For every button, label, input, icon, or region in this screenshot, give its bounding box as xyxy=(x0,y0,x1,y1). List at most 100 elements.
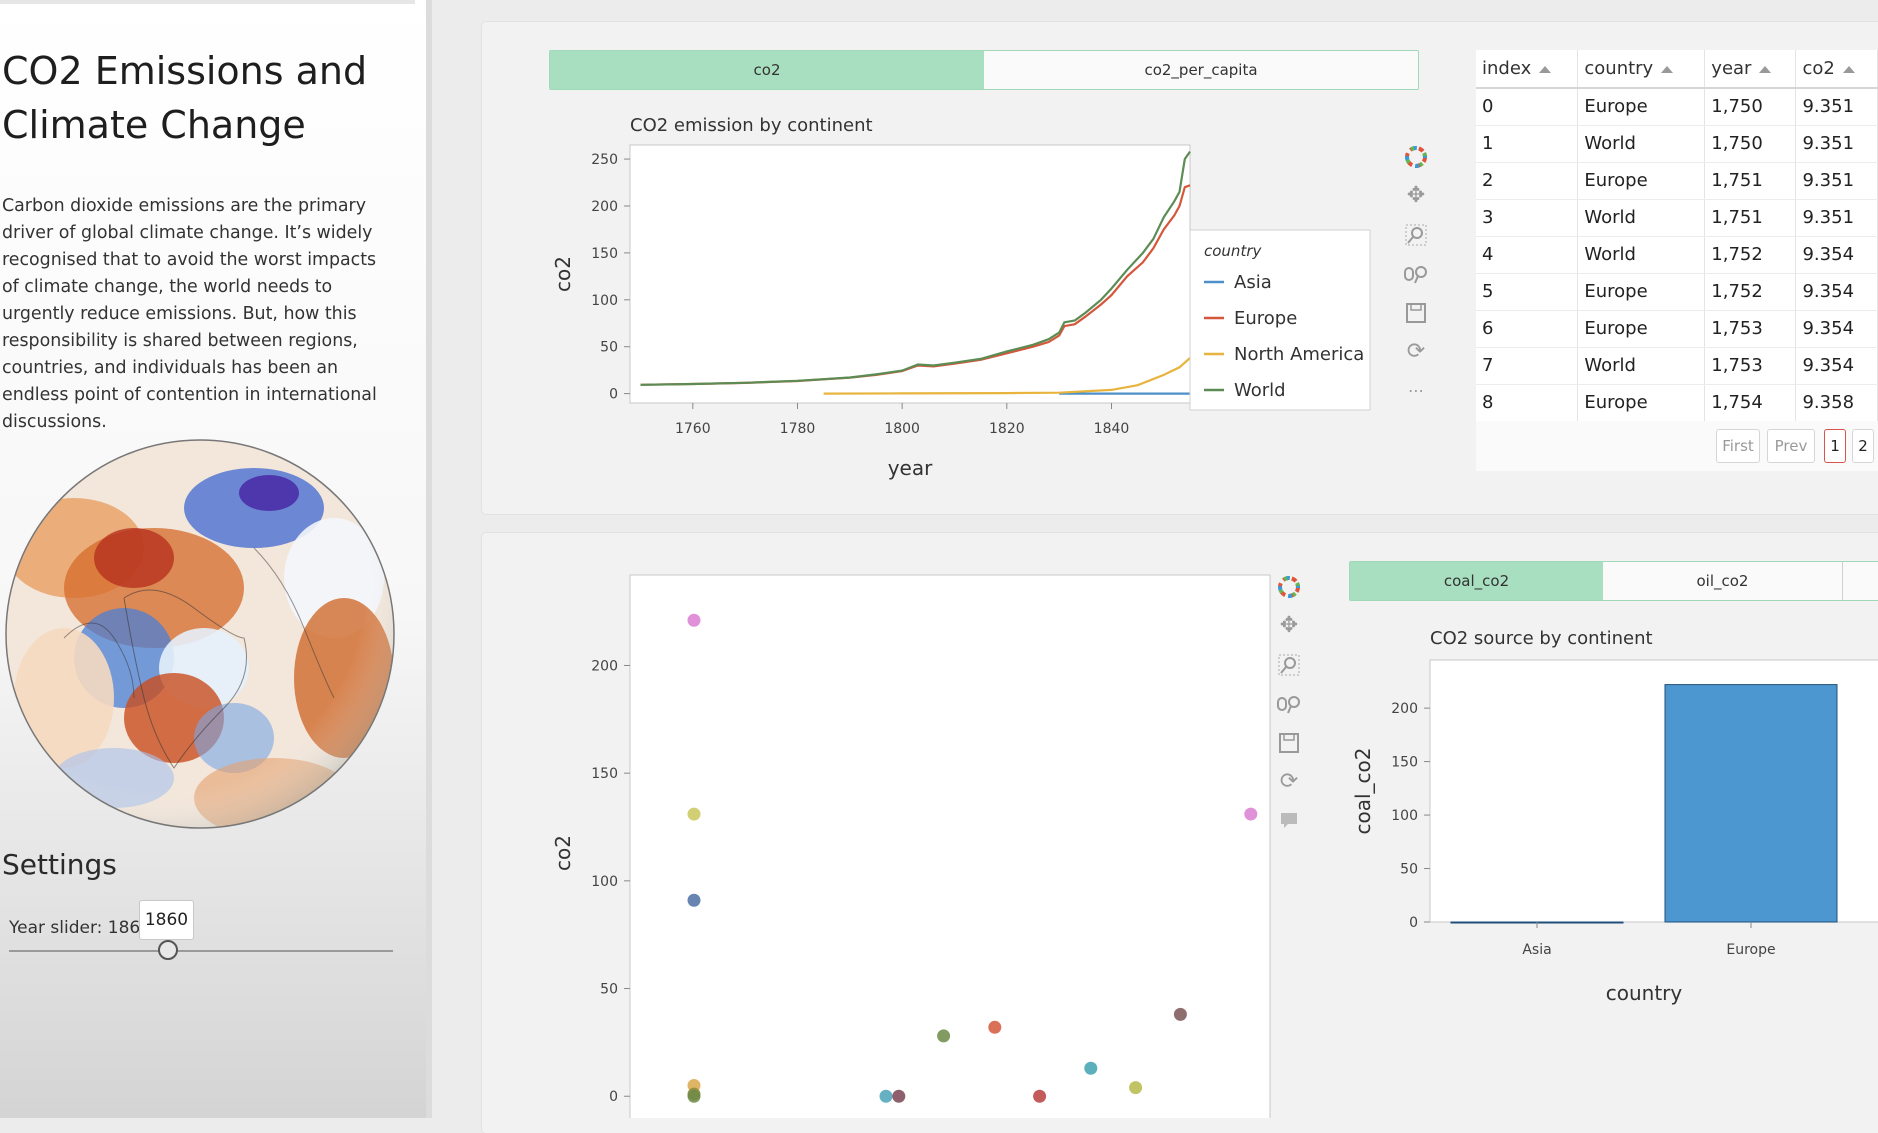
table-cell-country: Europe xyxy=(1577,310,1706,348)
year-slider-label: Year slider: 186 xyxy=(9,918,141,938)
legend-box xyxy=(1189,229,1371,411)
bar-chart[interactable]: 0 50 100 150 200 Asia Europe country coal_co2 xyxy=(1340,650,1878,1005)
table-cell-year: 1,750 xyxy=(1704,88,1797,126)
sort-arrow-icon[interactable] xyxy=(1661,65,1674,73)
tab-coal-co2[interactable]: coal_co2 xyxy=(1350,562,1603,600)
prev-page-button[interactable]: Prev xyxy=(1767,429,1815,463)
sort-arrow-icon[interactable] xyxy=(1539,65,1552,73)
legend-label: Europe xyxy=(1234,308,1297,329)
reset-icon[interactable]: ⟳ xyxy=(1406,339,1426,364)
x-tick-label: 1780 xyxy=(780,421,816,437)
tab-oil-co2[interactable]: oil_co2 xyxy=(1603,562,1843,600)
column-header-year[interactable]: year xyxy=(1704,50,1797,89)
table-cell-country: Europe xyxy=(1577,384,1706,422)
scatter-point xyxy=(687,807,701,821)
table-body: 0 Europe 1,750 9.351 1 World 1,750 9.351 2 Europe… xyxy=(1476,88,1878,422)
app-title: CO2 Emissions and Climate Change xyxy=(2,49,368,147)
x-tick-label: 1820 xyxy=(989,421,1025,437)
legend-label: Asia xyxy=(1234,272,1272,293)
tab-overflow[interactable] xyxy=(1843,562,1878,600)
table-cell-co2: 9.351 xyxy=(1795,88,1878,126)
first-page-button[interactable]: First xyxy=(1716,429,1760,463)
table-cell-year: 1,752 xyxy=(1704,236,1797,274)
table-row[interactable]: 1 World 1,750 9.351 xyxy=(1476,125,1878,163)
table-cell-co2: 9.358 xyxy=(1795,384,1878,422)
table-cell-co2: 9.354 xyxy=(1795,347,1878,385)
top-tabbar: co2 co2_per_capita xyxy=(549,50,1419,90)
y-tick-label: 250 xyxy=(591,152,618,168)
save-icon[interactable] xyxy=(1401,298,1431,328)
bar-chart-title: CO2 source by continent xyxy=(1430,628,1653,649)
bokeh-logo-icon[interactable] xyxy=(1401,142,1431,172)
bokeh-logo-icon[interactable] xyxy=(1274,572,1304,602)
scatter-point xyxy=(1129,1081,1143,1095)
scatter-point xyxy=(937,1029,951,1043)
x-tick-label: 1800 xyxy=(884,421,920,437)
pan-icon[interactable]: ✥ xyxy=(1279,613,1299,638)
year-slider-value-tooltip: 1860 xyxy=(139,900,194,940)
series-line-world xyxy=(640,150,1191,386)
x-tick-label: 1840 xyxy=(1094,421,1130,437)
table-cell-co2: 9.354 xyxy=(1795,236,1878,274)
table-cell-index: 7 xyxy=(1476,347,1579,385)
box-zoom-icon[interactable] xyxy=(1274,650,1304,680)
more-icon[interactable]: ⋯ xyxy=(1408,381,1424,400)
line-chart[interactable]: 0 50 100 150 200 250 1760 1780 1800 1820 1840 year c… xyxy=(540,135,1390,490)
year-slider-handle[interactable] xyxy=(158,940,178,960)
tab-co2[interactable]: co2 xyxy=(550,51,984,89)
column-header-co2[interactable]: co2 xyxy=(1795,50,1878,89)
table-row[interactable]: 8 Europe 1,754 9.358 xyxy=(1476,384,1878,422)
wheel-zoom-icon[interactable] xyxy=(1401,259,1431,289)
table-row[interactable]: 2 Europe 1,751 9.351 xyxy=(1476,162,1878,200)
page-1-button[interactable]: 1 xyxy=(1824,429,1846,463)
y-tick-label: 50 xyxy=(1400,862,1418,878)
scatter-point xyxy=(1033,1089,1047,1103)
y-tick-label: 150 xyxy=(591,766,618,782)
y-tick-label: 0 xyxy=(1409,915,1418,931)
scatter-point xyxy=(988,1020,1002,1034)
table-row[interactable]: 4 World 1,752 9.354 xyxy=(1476,236,1878,274)
pan-icon[interactable]: ✥ xyxy=(1406,183,1426,208)
series-line-north-america xyxy=(823,357,1191,395)
scatter-point xyxy=(1173,1007,1187,1021)
table-cell-index: 8 xyxy=(1476,384,1579,422)
sort-arrow-icon[interactable] xyxy=(1759,65,1772,73)
x-tick-label: 1760 xyxy=(675,421,711,437)
table-row[interactable]: 0 Europe 1,750 9.351 xyxy=(1476,88,1878,126)
line-chart-title: CO2 emission by continent xyxy=(630,115,873,136)
scatter-point xyxy=(687,893,701,907)
sort-arrow-icon[interactable] xyxy=(1842,65,1855,73)
table-cell-index: 6 xyxy=(1476,310,1579,348)
table-cell-country: World xyxy=(1577,125,1706,163)
scatter-point xyxy=(687,613,701,627)
globe-map-image xyxy=(4,438,396,830)
column-header-country[interactable]: country xyxy=(1577,50,1706,89)
table-cell-co2: 9.351 xyxy=(1795,125,1878,163)
table-row[interactable]: 5 Europe 1,752 9.354 xyxy=(1476,273,1878,311)
table-row[interactable]: 7 World 1,753 9.354 xyxy=(1476,347,1878,385)
table-cell-index: 1 xyxy=(1476,125,1579,163)
y-tick-label: 150 xyxy=(591,246,618,262)
table-row[interactable]: 6 Europe 1,753 9.354 xyxy=(1476,310,1878,348)
x-axis-label: country xyxy=(1606,981,1683,1005)
tab-co2-per-capita[interactable]: co2_per_capita xyxy=(984,51,1418,89)
hover-icon[interactable] xyxy=(1274,806,1304,836)
table-cell-year: 1,750 xyxy=(1704,125,1797,163)
table-cell-country: World xyxy=(1577,347,1706,385)
table-cell-index: 3 xyxy=(1476,199,1579,237)
year-slider-track[interactable] xyxy=(9,950,393,952)
table-header-row: index country year co2 xyxy=(1476,50,1878,89)
table-cell-year: 1,751 xyxy=(1704,162,1797,200)
wheel-zoom-icon[interactable] xyxy=(1274,689,1304,719)
scatter-chart[interactable]: 0 50 100 150 200 co2 xyxy=(540,565,1280,1118)
scatter-chart-toolbar: ✥ ⟳ xyxy=(1274,572,1310,845)
page-2-button[interactable]: 2 xyxy=(1852,429,1874,463)
y-axis-label: coal_co2 xyxy=(1351,747,1375,834)
save-icon[interactable] xyxy=(1274,728,1304,758)
x-axis-label: year xyxy=(888,456,933,480)
scatter-point xyxy=(687,1089,701,1103)
reset-icon[interactable]: ⟳ xyxy=(1279,769,1299,794)
column-header-index[interactable]: index xyxy=(1476,50,1579,89)
box-zoom-icon[interactable] xyxy=(1401,220,1431,250)
table-row[interactable]: 3 World 1,751 9.351 xyxy=(1476,199,1878,237)
